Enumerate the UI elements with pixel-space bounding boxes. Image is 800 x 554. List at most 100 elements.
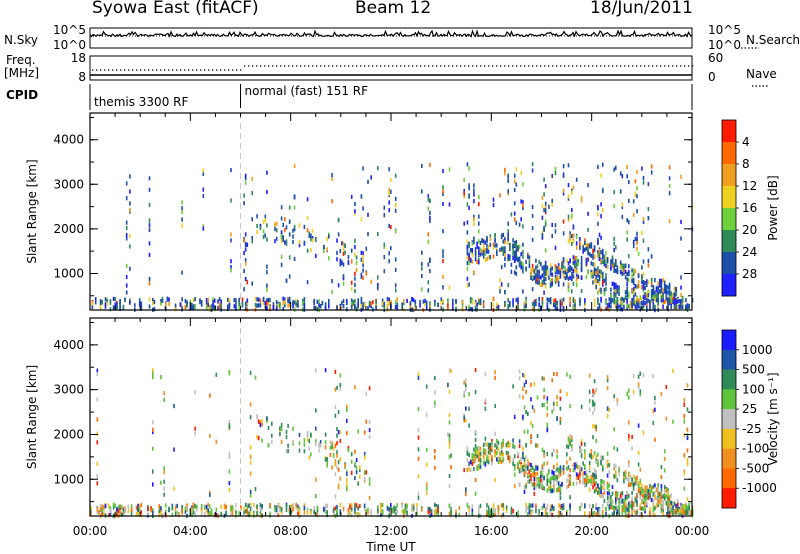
- echo-cell: [107, 513, 110, 518]
- echo-cell: [616, 302, 619, 307]
- echo-cell: [509, 254, 511, 259]
- echo-cell: [292, 503, 294, 508]
- echo-cell: [354, 449, 356, 454]
- echo-cell: [543, 177, 545, 182]
- echo-cell: [442, 189, 444, 194]
- echo-cell: [603, 254, 606, 259]
- echo-cell: [365, 419, 368, 424]
- echo-cell: [469, 306, 472, 312]
- echo-cell: [592, 476, 594, 481]
- colorbar-tick-label: 25: [742, 402, 757, 416]
- echo-cell: [429, 162, 431, 167]
- echo-cell: [476, 454, 478, 459]
- echo-cell: [541, 511, 544, 517]
- echo-cell: [381, 301, 384, 306]
- echo-cell: [592, 511, 594, 516]
- echo-cell: [235, 503, 237, 508]
- echo-cell: [628, 494, 630, 499]
- echo-cell: [522, 451, 524, 456]
- echo-cell: [279, 508, 281, 513]
- echo-cell: [298, 506, 301, 511]
- echo-cell: [662, 302, 664, 307]
- echo-cell: [316, 505, 319, 510]
- echo-cell: [593, 482, 596, 487]
- echo-cell: [655, 496, 658, 501]
- echo-cell: [191, 513, 193, 518]
- echo-cell: [476, 260, 478, 265]
- echo-cell: [279, 426, 281, 431]
- echo-cell: [244, 306, 247, 311]
- echo-cell: [266, 287, 268, 292]
- echo-cell: [595, 505, 597, 510]
- echo-cell: [284, 303, 286, 308]
- echo-cell: [678, 299, 681, 304]
- echo-cell: [354, 209, 356, 214]
- echo-cell: [592, 388, 594, 393]
- colorbar-segment: [722, 349, 736, 370]
- echo-cell: [543, 376, 545, 381]
- echo-cell: [613, 262, 615, 267]
- echo-cell: [660, 288, 663, 293]
- echo-cell: [652, 302, 655, 307]
- echo-cell: [668, 499, 671, 505]
- echo-cell: [580, 502, 583, 507]
- echo-cell: [173, 447, 175, 452]
- echo-cell: [528, 462, 531, 467]
- echo-cell: [181, 209, 183, 215]
- echo-cell: [590, 261, 593, 266]
- echo-cell: [494, 403, 496, 409]
- echo-cell: [513, 242, 516, 247]
- echo-cell: [313, 305, 315, 310]
- echo-cell: [259, 507, 262, 512]
- echo-cell: [527, 461, 529, 466]
- echo-cell: [509, 243, 511, 248]
- echo-cell: [541, 230, 544, 235]
- echo-cell: [667, 297, 669, 303]
- echo-cell: [323, 506, 325, 511]
- echo-cell: [531, 405, 534, 410]
- echo-cell: [548, 485, 550, 490]
- echo-cell: [474, 257, 477, 262]
- echo-cell: [469, 257, 472, 262]
- echo-cell: [360, 274, 363, 279]
- echo-cell: [626, 218, 628, 223]
- echo-cell: [403, 509, 405, 514]
- echo-cell: [350, 470, 353, 475]
- echo-cell: [681, 298, 684, 303]
- echo-cell: [626, 503, 628, 508]
- echo-cell: [562, 297, 565, 302]
- echo-cell: [631, 288, 633, 293]
- nsky-label: N.Sky: [4, 33, 39, 47]
- echo-cell: [680, 219, 682, 224]
- echo-cell: [541, 303, 544, 309]
- echo-cell: [502, 239, 505, 244]
- echo-cell: [414, 302, 417, 307]
- echo-cell: [290, 504, 293, 509]
- echo-cell: [298, 441, 301, 446]
- echo-cell: [566, 268, 568, 273]
- echo-cell: [181, 508, 183, 513]
- echo-cell: [523, 471, 526, 476]
- echo-cell: [316, 513, 319, 518]
- echo-cell: [334, 506, 337, 511]
- echo-cell: [484, 240, 487, 245]
- echo-cell: [375, 299, 377, 304]
- echo-cell: [297, 507, 299, 512]
- echo-cell: [608, 483, 611, 488]
- echo-cell: [654, 506, 656, 511]
- echo-cell: [527, 458, 529, 463]
- echo-cell: [339, 438, 342, 444]
- echo-cell: [140, 301, 143, 306]
- colorbar-segment: [722, 274, 736, 297]
- echo-cell: [556, 480, 558, 485]
- echo-cell: [593, 478, 596, 483]
- echo-cell: [523, 489, 526, 494]
- echo-cell: [585, 246, 588, 251]
- echo-cell: [646, 496, 648, 501]
- echo-cell: [597, 290, 599, 295]
- echo-cell: [616, 265, 619, 270]
- echo-cell: [616, 305, 619, 310]
- echo-cell: [497, 304, 500, 309]
- echo-cell: [646, 488, 648, 493]
